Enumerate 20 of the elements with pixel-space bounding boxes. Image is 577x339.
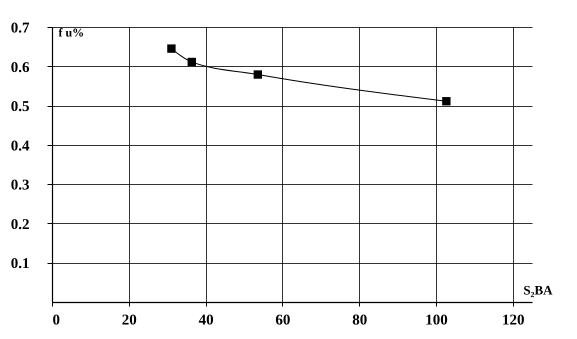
x-tick-label: 40 xyxy=(198,312,214,328)
x-axis-title: S₂BA xyxy=(523,282,554,298)
y-tick-label: 0.2 xyxy=(10,216,30,233)
point xyxy=(188,58,196,66)
y-tick-label: 0.7 xyxy=(10,20,30,36)
point xyxy=(442,97,451,106)
x-tick-label: 100 xyxy=(425,312,448,328)
x-tick-label: 20 xyxy=(122,312,137,328)
y-tick-label: 0.5 xyxy=(10,99,30,116)
x-tick-label: 120 xyxy=(502,312,525,328)
y-tick-label: 0.6 xyxy=(10,60,30,76)
x-tick-label: 0 xyxy=(52,312,60,328)
y-tick-label: 0.4 xyxy=(10,138,30,154)
x-tick-label: 80 xyxy=(352,312,368,328)
y-tick-label: 0.3 xyxy=(10,178,30,194)
y-tick-label: 0.1 xyxy=(10,256,30,272)
point xyxy=(167,44,176,53)
y-axis-title: f u% xyxy=(58,26,84,40)
point xyxy=(254,70,262,79)
x-tick-label: 60 xyxy=(275,312,290,328)
